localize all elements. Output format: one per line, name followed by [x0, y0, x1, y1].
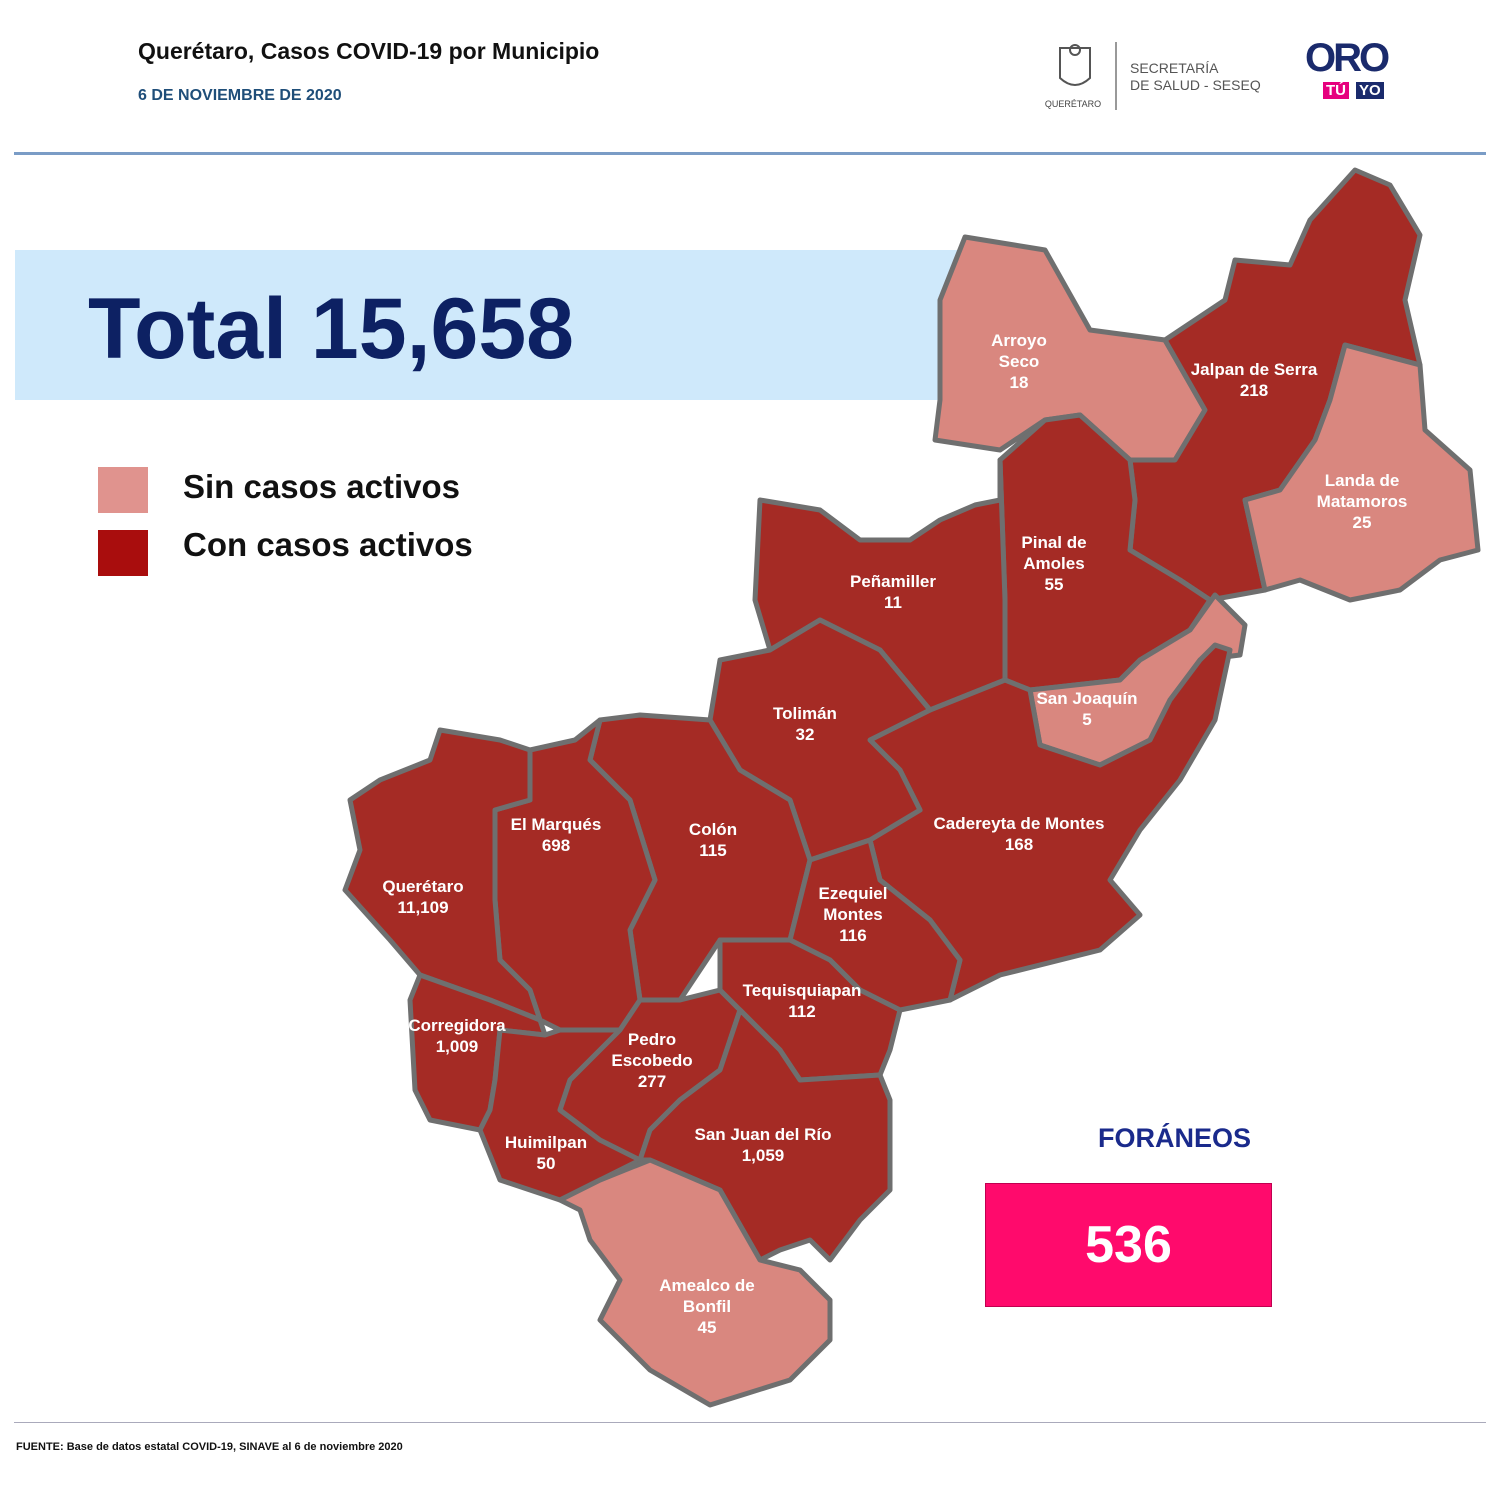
foraneos-value: 536	[985, 1183, 1272, 1307]
legend-label: Sin casos activos	[183, 468, 460, 505]
municipality-label: Peñamiller 11	[793, 571, 993, 613]
municipality-name: Jalpan de Serra	[1190, 360, 1318, 379]
municipality-name: Tequisquiapan	[742, 981, 862, 1000]
legend-label: Con casos activos	[183, 526, 473, 563]
agency-line: DE SALUD - SESEQ	[1130, 77, 1261, 93]
municipality-cases: 25	[1352, 513, 1372, 532]
state-emblem: QUERÉTARO	[1045, 44, 1101, 109]
municipality-cases: 32	[795, 725, 815, 744]
municipality-name: Corregidora	[408, 1016, 506, 1035]
municipality-cases: 277	[637, 1072, 667, 1091]
legend-swatch	[98, 530, 148, 576]
municipality-area	[342, 727, 543, 1023]
municipality-label: Corregidora 1,009	[357, 1015, 557, 1057]
municipality-label: Querétaro 11,109	[323, 876, 523, 918]
municipality-name: Peñamiller	[850, 572, 936, 591]
municipality-area	[1242, 342, 1481, 603]
brand-left: TÚ	[1323, 82, 1349, 99]
municipality-name: Querétaro	[382, 877, 464, 896]
divider	[1115, 42, 1117, 110]
municipality-label: Pinal de Amoles 55	[1009, 532, 1099, 595]
municipality-name: El Marqués	[510, 815, 602, 834]
total: Total 15,658	[88, 281, 574, 377]
municipality-label: Amealco de Bonfil 45	[652, 1275, 762, 1338]
agency-line: SECRETARÍA	[1130, 60, 1219, 76]
municipality-cases: 1,059	[741, 1146, 785, 1165]
footer-rule	[14, 1422, 1486, 1423]
municipality-cases: 116	[839, 926, 867, 945]
municipality-cases: 1,009	[435, 1037, 479, 1056]
municipality-label: Cadereyta de Montes 168	[909, 813, 1129, 855]
municipality-name: Colón	[688, 820, 738, 839]
municipality-name: Arroyo Seco	[991, 331, 1047, 371]
header-rule	[14, 152, 1486, 155]
municipality-cases: 112	[788, 1002, 816, 1021]
legend-swatch	[98, 467, 148, 513]
municipality-name: Cadereyta de Montes	[933, 814, 1105, 833]
total-band	[15, 250, 975, 400]
municipality-area	[717, 937, 903, 1083]
municipality-label: Tequisquiapan 112	[702, 980, 902, 1022]
brand-main: ORO	[1305, 36, 1390, 80]
municipality-cases: 11	[884, 593, 902, 612]
municipality-label: Ezequiel Montes 116	[813, 883, 893, 946]
municipality-cases: 698	[541, 836, 571, 855]
municipality-name: Pedro Escobedo	[611, 1030, 693, 1070]
municipality-name: San Joaquín	[1036, 689, 1138, 708]
municipality-cases: 50	[536, 1154, 556, 1173]
municipality-cases: 55	[1044, 575, 1064, 594]
date: 6 DE NOVIEMBRE DE 2020	[138, 87, 342, 104]
municipality-name: Huimilpan	[504, 1133, 588, 1152]
municipality-area	[637, 1007, 893, 1263]
municipality-cases: 115	[699, 841, 727, 860]
title: Querétaro, Casos COVID-19 por Municipio	[138, 38, 600, 64]
municipality-cases: 168	[1004, 835, 1034, 854]
municipality-cases: 18	[1009, 373, 1029, 392]
footer: FUENTE: Base de datos estatal COVID-19, …	[16, 1441, 403, 1453]
municipality-cases: 218	[1239, 381, 1269, 400]
municipality-name: Landa de Matamoros	[1316, 471, 1408, 511]
municipality-area	[787, 837, 963, 1013]
agency: SECRETARÍA DE SALUD - SESEQ	[1130, 60, 1261, 94]
municipality-label: Jalpan de Serra 218	[1154, 359, 1354, 401]
municipality-name: Pinal de Amoles	[1021, 533, 1087, 573]
municipality-label: Huimilpan 50	[446, 1132, 646, 1174]
brand-right: YO	[1356, 82, 1384, 99]
municipality-name: Ezequiel Montes	[818, 884, 888, 924]
municipality-label: Tolimán 32	[705, 703, 905, 745]
municipality-cases: 45	[697, 1318, 717, 1337]
municipality-cases: 5	[1082, 710, 1092, 729]
municipality-label: Landa de Matamoros 25	[1307, 470, 1417, 533]
municipality-label: Arroyo Seco 18	[979, 330, 1059, 393]
foraneos-label: FORÁNEOS	[1098, 1123, 1252, 1153]
municipality-name: San Juan del Río	[694, 1125, 832, 1144]
state-logo-text: QUERÉTARO	[1045, 99, 1101, 109]
municipality-name: Amealco de Bonfil	[659, 1276, 755, 1316]
municipality-label: San Juan del Río 1,059	[663, 1124, 863, 1166]
municipality-label: Pedro Escobedo 277	[602, 1029, 702, 1092]
municipality-area	[557, 1157, 833, 1408]
municipality-label: El Marqués 698	[456, 814, 656, 856]
municipality-label: San Joaquín 5	[987, 688, 1187, 730]
municipality-label: Colón 115	[613, 819, 813, 861]
municipality-cases: 11,109	[397, 898, 449, 917]
municipality-name: Tolimán	[773, 704, 837, 723]
